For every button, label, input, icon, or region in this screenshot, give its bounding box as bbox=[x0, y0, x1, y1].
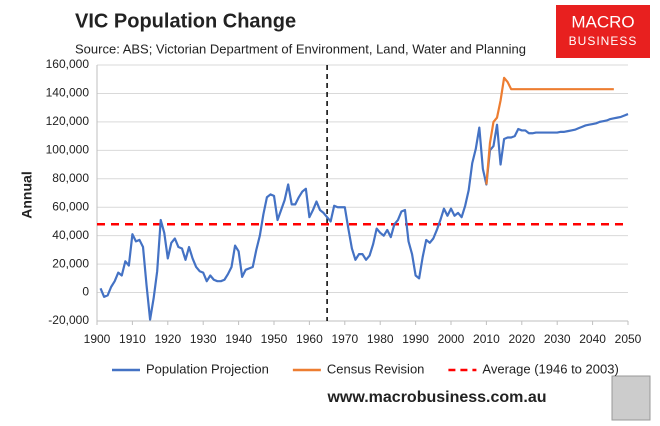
y-tick-label: -20,000 bbox=[48, 313, 89, 327]
logo-box bbox=[556, 5, 650, 58]
x-tick-label: 1950 bbox=[261, 332, 288, 346]
logo-text: BUSINESS bbox=[569, 34, 638, 48]
y-tick-label: 120,000 bbox=[46, 114, 90, 128]
x-tick-label: 1960 bbox=[296, 332, 323, 346]
x-tick-label: 1900 bbox=[84, 332, 111, 346]
legend-label: Census Revision bbox=[327, 361, 425, 376]
x-tick-label: 2040 bbox=[579, 332, 606, 346]
chart-subtitle: Source: ABS; Victorian Department of Env… bbox=[75, 41, 526, 56]
x-tick-label: 1920 bbox=[154, 332, 181, 346]
legend-label: Population Projection bbox=[146, 361, 269, 376]
y-tick-label: 100,000 bbox=[46, 143, 90, 157]
wolf-icon bbox=[611, 375, 651, 421]
x-tick-label: 1970 bbox=[331, 332, 358, 346]
x-tick-label: 1910 bbox=[119, 332, 146, 346]
chart-title: VIC Population Change bbox=[75, 10, 296, 32]
x-tick-label: 2000 bbox=[438, 332, 465, 346]
x-tick-label: 1980 bbox=[367, 332, 394, 346]
y-axis-label: Annual bbox=[19, 171, 35, 218]
y-tick-label: 80,000 bbox=[52, 171, 89, 185]
y-tick-label: 140,000 bbox=[46, 86, 90, 100]
y-tick-label: 60,000 bbox=[52, 199, 89, 213]
x-tick-label: 2030 bbox=[544, 332, 571, 346]
y-tick-label: 160,000 bbox=[46, 57, 90, 71]
series-line bbox=[99, 113, 629, 321]
series-line bbox=[485, 76, 614, 185]
y-tick-label: 0 bbox=[82, 285, 89, 299]
x-tick-label: 2020 bbox=[508, 332, 535, 346]
y-tick-label: 20,000 bbox=[52, 256, 89, 270]
x-tick-label: 2050 bbox=[615, 332, 642, 346]
y-tick-label: 40,000 bbox=[52, 228, 89, 242]
x-tick-label: 2010 bbox=[473, 332, 500, 346]
x-tick-label: 1990 bbox=[402, 332, 429, 346]
logo-text: MACRO bbox=[571, 12, 634, 31]
x-tick-label: 1930 bbox=[190, 332, 217, 346]
x-tick-label: 1940 bbox=[225, 332, 252, 346]
legend-label: Average (1946 to 2003) bbox=[482, 361, 618, 376]
footer-url: www.macrobusiness.com.au bbox=[326, 389, 546, 406]
